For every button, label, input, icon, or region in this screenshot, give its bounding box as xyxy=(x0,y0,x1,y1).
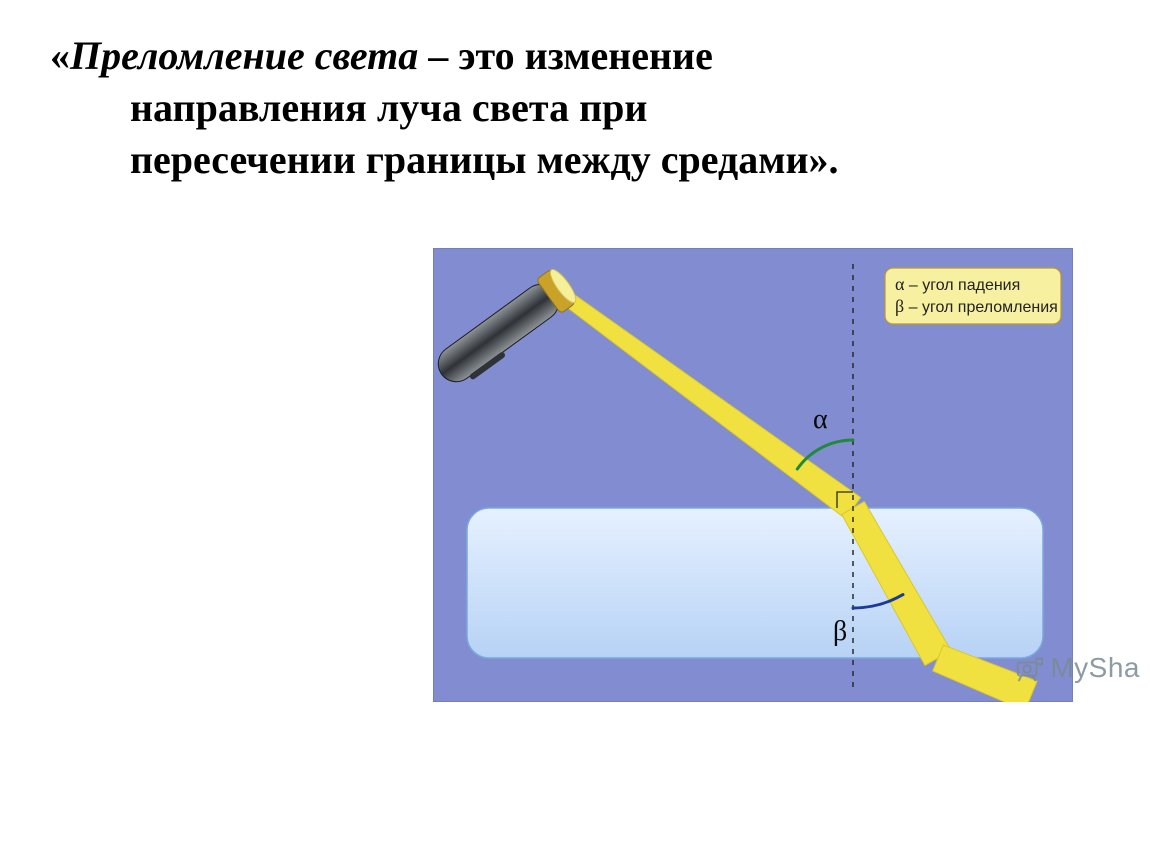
line3: пересечении границы между средами». xyxy=(50,134,1110,186)
svg-text:β – угол преломления: β – угол преломления xyxy=(895,296,1058,316)
svg-text:α – угол падения: α – угол падения xyxy=(895,274,1020,294)
diagram-svg: α β α – угол паденияβ – угол преломления xyxy=(433,248,1073,702)
projector-icon xyxy=(1014,653,1044,683)
definition-heading: «Преломление света – это изменение напра… xyxy=(50,30,1110,186)
line2: направления луча света при xyxy=(50,82,1110,134)
refraction-diagram: α β α – угол паденияβ – угол преломления xyxy=(433,248,1073,702)
svg-text:α: α xyxy=(813,404,828,435)
watermark: MySha xyxy=(1014,652,1140,684)
open-quote: « xyxy=(50,33,70,78)
svg-text:β: β xyxy=(833,616,847,647)
dash: – xyxy=(418,33,458,78)
line1-rest: это изменение xyxy=(458,33,713,78)
watermark-text: MySha xyxy=(1050,652,1140,684)
term: Преломление света xyxy=(70,33,418,78)
